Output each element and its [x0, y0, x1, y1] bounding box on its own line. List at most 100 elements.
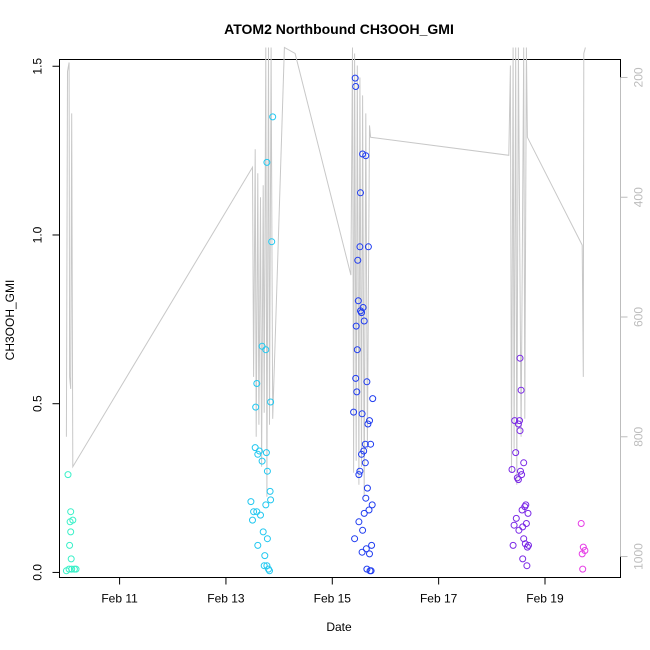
data-point — [362, 494, 370, 502]
data-point — [517, 386, 525, 394]
y2-tick-label: 1000 — [632, 543, 646, 570]
y-tick-label: 1.0 — [31, 226, 45, 243]
data-point — [508, 466, 516, 473]
data-point — [360, 447, 368, 455]
data-point — [67, 528, 75, 536]
data-point — [257, 511, 264, 519]
data-point — [516, 427, 524, 435]
data-point — [263, 535, 271, 543]
data-point — [360, 317, 368, 325]
y2-tick-label: 400 — [632, 187, 646, 207]
x-tick-label: Feb 19 — [526, 592, 564, 606]
data-point — [363, 378, 371, 386]
y-tick-label: 1.5 — [31, 58, 45, 75]
data-point — [577, 520, 585, 527]
data-point — [515, 526, 523, 534]
data-point — [247, 498, 255, 506]
data-point — [253, 380, 261, 387]
data-point — [514, 420, 522, 428]
data-point — [69, 516, 77, 524]
data-points-layer — [62, 74, 589, 575]
data-point — [358, 548, 366, 556]
data-point — [519, 555, 527, 563]
data-point — [352, 322, 360, 330]
data-point — [525, 541, 532, 549]
data-point — [250, 508, 258, 516]
data-point — [367, 567, 375, 575]
data-point — [263, 158, 271, 166]
data-point — [252, 403, 260, 411]
data-point — [518, 471, 526, 479]
x-tick-label: Feb 13 — [207, 592, 245, 606]
x-tick-label: Feb 15 — [314, 592, 352, 606]
data-point — [72, 565, 80, 573]
x-axis-label: Date — [326, 620, 352, 634]
y-axis-label: CH3OOH_GMI — [3, 280, 17, 361]
data-point — [509, 541, 517, 549]
y2-tick-label: 200 — [632, 67, 646, 87]
data-point — [64, 471, 72, 479]
data-point — [364, 420, 372, 428]
data-point — [363, 484, 371, 492]
data-point — [266, 567, 273, 575]
altitude-line — [65, 46, 586, 497]
data-point — [262, 346, 270, 354]
data-point — [265, 565, 272, 573]
data-point — [368, 501, 376, 509]
data-point — [67, 555, 75, 563]
data-point — [360, 509, 368, 517]
data-point — [517, 467, 524, 475]
data-point — [520, 459, 528, 467]
data-point — [354, 297, 362, 305]
data-point — [516, 354, 524, 362]
secondary-y-axis: 200 400 600 800 1000 — [620, 67, 646, 570]
data-point — [266, 487, 274, 495]
y-axis: 0.0 0.5 1.0 1.5 — [31, 58, 60, 581]
data-point — [362, 545, 370, 553]
data-point — [351, 535, 359, 543]
data-point — [258, 457, 266, 465]
data-point — [65, 565, 73, 573]
data-point — [516, 417, 523, 425]
data-point — [353, 346, 361, 354]
data-point — [260, 562, 268, 570]
data-point — [368, 541, 376, 549]
data-point — [259, 528, 267, 536]
data-point — [254, 450, 262, 458]
data-point — [354, 256, 362, 264]
data-point — [512, 514, 520, 522]
data-point — [263, 467, 271, 475]
data-point — [352, 83, 360, 90]
data-point — [255, 447, 263, 455]
x-tick-label: Feb 17 — [420, 592, 458, 606]
data-point — [353, 388, 361, 396]
data-point — [261, 552, 269, 560]
data-point — [523, 543, 531, 551]
y2-tick-label: 800 — [632, 426, 646, 446]
data-point — [262, 449, 270, 457]
data-point — [357, 189, 364, 197]
data-point — [359, 304, 367, 311]
data-point — [68, 565, 76, 573]
data-point — [581, 547, 589, 554]
data-point — [268, 238, 276, 246]
data-point — [67, 508, 75, 516]
data-point — [351, 74, 359, 82]
data-point — [366, 550, 373, 558]
data-point — [361, 440, 369, 448]
data-point — [362, 152, 370, 160]
data-point — [367, 440, 375, 448]
data-point — [519, 523, 527, 531]
chart-title: ATOM2 Northbound CH3OOH_GMI — [224, 21, 454, 37]
data-point — [523, 562, 531, 570]
x-tick-label: Feb 11 — [101, 592, 138, 606]
data-point — [579, 565, 587, 573]
data-point — [514, 476, 522, 484]
data-point — [267, 496, 275, 504]
data-point — [524, 509, 532, 517]
data-point — [355, 471, 363, 479]
y-tick-label: 0.0 — [31, 564, 45, 581]
altitude-line-layer — [65, 46, 586, 497]
y2-tick-label: 600 — [632, 307, 646, 327]
data-point — [66, 541, 74, 549]
